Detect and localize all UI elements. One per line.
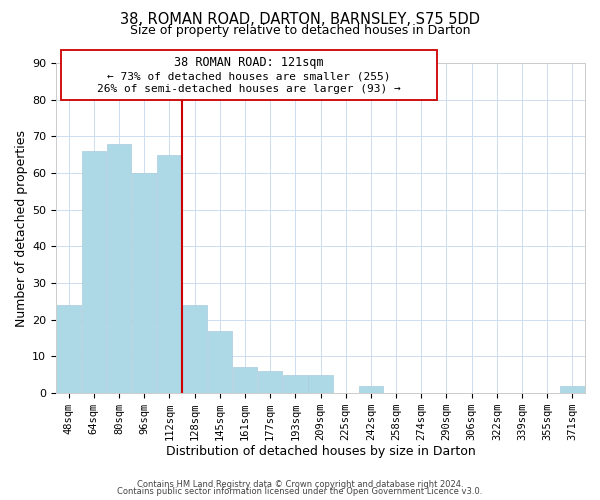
Y-axis label: Number of detached properties: Number of detached properties bbox=[15, 130, 28, 326]
Bar bbox=[283, 375, 308, 393]
Bar bbox=[308, 375, 333, 393]
Bar bbox=[359, 386, 383, 393]
Bar bbox=[82, 151, 106, 393]
Text: Contains public sector information licensed under the Open Government Licence v3: Contains public sector information licen… bbox=[118, 487, 482, 496]
Text: 38, ROMAN ROAD, DARTON, BARNSLEY, S75 5DD: 38, ROMAN ROAD, DARTON, BARNSLEY, S75 5D… bbox=[120, 12, 480, 28]
Bar bbox=[157, 154, 182, 393]
Bar bbox=[182, 305, 207, 393]
Bar bbox=[132, 173, 157, 393]
FancyBboxPatch shape bbox=[61, 50, 437, 100]
Bar bbox=[107, 144, 131, 393]
X-axis label: Distribution of detached houses by size in Darton: Distribution of detached houses by size … bbox=[166, 444, 475, 458]
Text: Size of property relative to detached houses in Darton: Size of property relative to detached ho… bbox=[130, 24, 470, 37]
Bar bbox=[233, 368, 257, 393]
Bar bbox=[560, 386, 584, 393]
Text: ← 73% of detached houses are smaller (255): ← 73% of detached houses are smaller (25… bbox=[107, 71, 391, 81]
Text: Contains HM Land Registry data © Crown copyright and database right 2024.: Contains HM Land Registry data © Crown c… bbox=[137, 480, 463, 489]
Text: 38 ROMAN ROAD: 121sqm: 38 ROMAN ROAD: 121sqm bbox=[174, 56, 324, 70]
Bar bbox=[258, 371, 283, 393]
Bar bbox=[208, 330, 232, 393]
Bar bbox=[56, 305, 81, 393]
Text: 26% of semi-detached houses are larger (93) →: 26% of semi-detached houses are larger (… bbox=[97, 84, 401, 94]
